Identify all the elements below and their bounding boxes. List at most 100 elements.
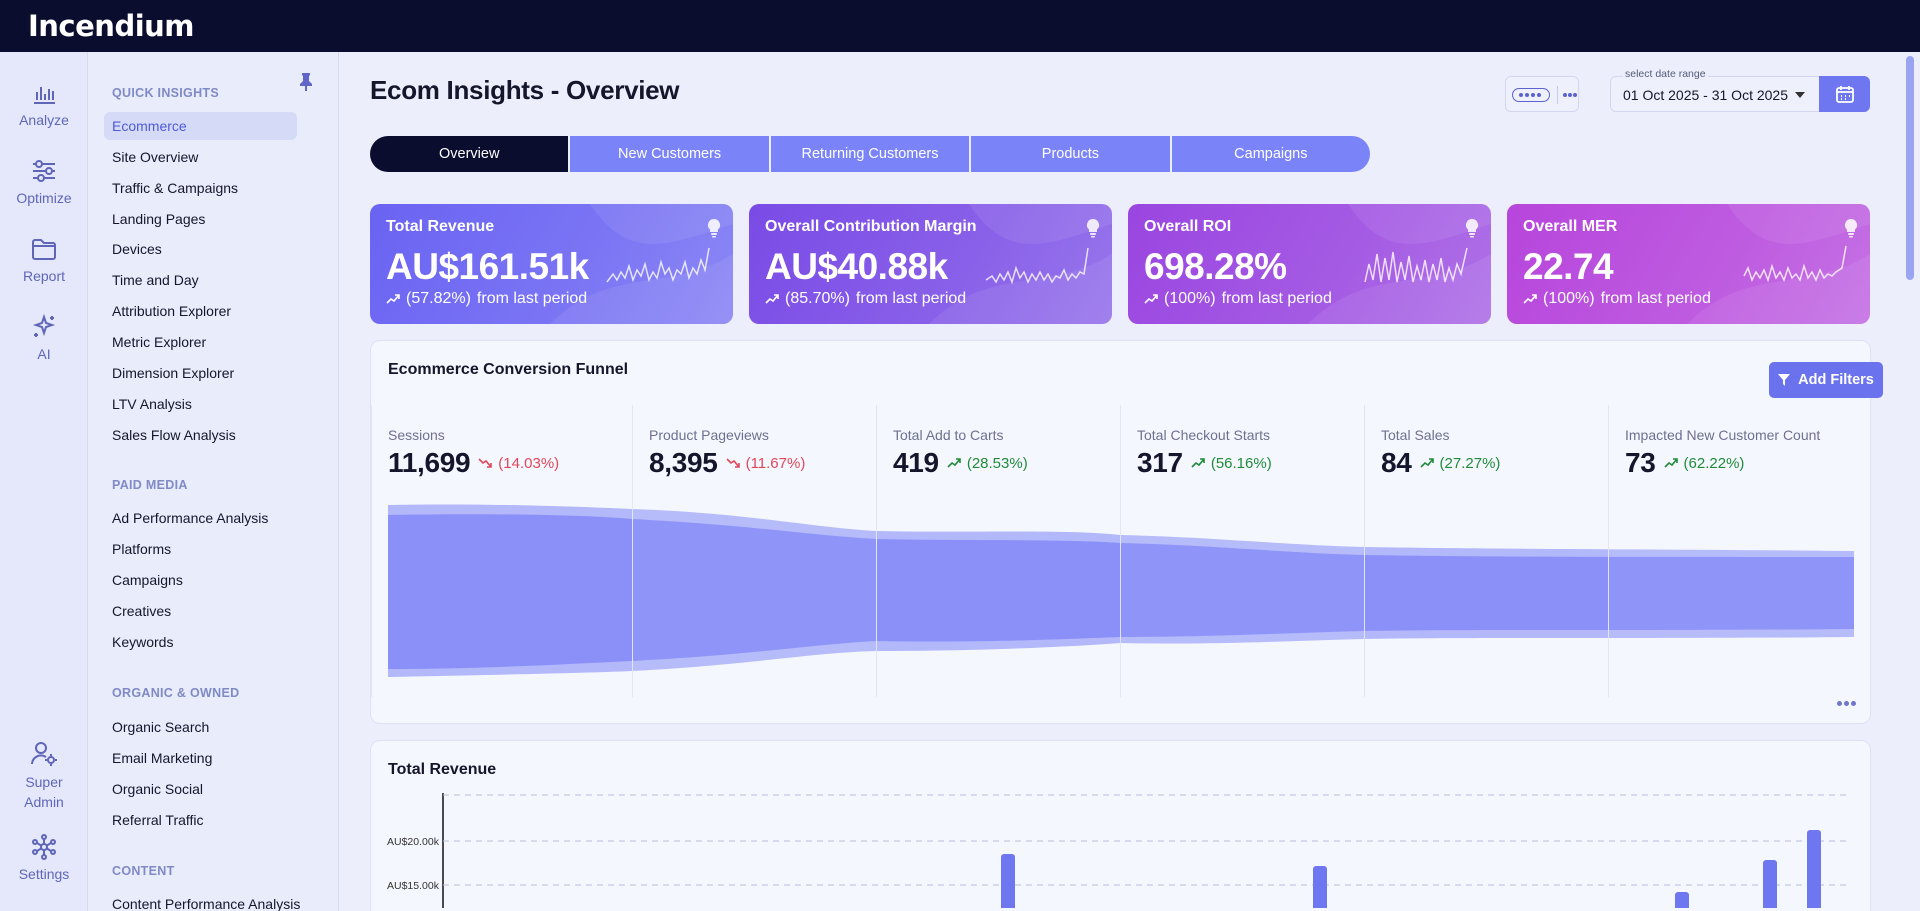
nav-item-sales-flow-analysis[interactable]: Sales Flow Analysis — [112, 427, 236, 443]
kpi-change-suffix: from last period — [476, 290, 588, 307]
kpi-change-suffix: from last period — [855, 290, 967, 307]
nav-item-ad-performance[interactable]: Ad Performance Analysis — [112, 510, 269, 526]
trend-up-icon — [1523, 294, 1537, 304]
lightbulb-icon[interactable] — [1844, 218, 1858, 238]
app-logo[interactable]: Incendium — [28, 9, 195, 43]
pill-icon[interactable] — [1512, 88, 1550, 102]
kpi-title: Overall MER — [1523, 218, 1618, 235]
rail-analyze[interactable]: Analyze — [0, 78, 88, 128]
step-value: 73 — [1625, 447, 1656, 478]
kpi-value: 22.74 — [1523, 246, 1614, 287]
step-label: Total Sales — [1381, 427, 1450, 443]
date-range-value: 01 Oct 2025 - 31 Oct 2025 — [1623, 87, 1788, 103]
calendar-icon — [1835, 86, 1854, 103]
nav-item-site-overview[interactable]: Site Overview — [112, 149, 199, 165]
nav-item-time-and-day[interactable]: Time and Day — [112, 272, 199, 288]
nav-section-title: CONTENT — [112, 864, 175, 878]
rail-settings[interactable]: Settings — [0, 832, 88, 882]
kpi-change-value: (100%) — [1543, 290, 1595, 307]
kpi-overall-roi[interactable]: Overall ROI 698.28% (100%) from last peri… — [1128, 204, 1491, 324]
kpi-contribution-margin[interactable]: Overall Contribution Margin AU$40.88k (8… — [749, 204, 1112, 324]
background-wave — [1687, 204, 1870, 324]
background-wave — [1308, 204, 1491, 324]
kpi-title: Total Revenue — [386, 218, 495, 235]
revenue-bar[interactable] — [1313, 866, 1327, 908]
tab-returning-customers[interactable]: Returning Customers — [770, 136, 970, 172]
funnel-title: Ecommerce Conversion Funnel — [388, 361, 629, 378]
step-label: Total Add to Carts — [893, 427, 1004, 443]
step-metric: 8,395 (11.67%) — [649, 447, 805, 479]
trend-up-icon — [1419, 458, 1434, 468]
nav-item-email-marketing[interactable]: Email Marketing — [112, 750, 213, 766]
step-change-value: (14.03%) — [498, 454, 560, 472]
step-value: 317 — [1137, 447, 1183, 478]
kpi-change-value: (57.82%) — [406, 290, 471, 307]
funnel-step-add-to-carts: Total Add to Carts 419 (28.53%) — [876, 405, 1120, 697]
revenue-bar[interactable] — [1763, 860, 1777, 908]
tab-new-customers[interactable]: New Customers — [570, 136, 769, 172]
nav-item-attribution-explorer[interactable]: Attribution Explorer — [112, 303, 232, 319]
kpi-change: (57.82%) from last period — [386, 290, 587, 308]
more-icon[interactable] — [1563, 93, 1577, 97]
nav-item-creatives[interactable]: Creatives — [112, 603, 172, 619]
chevron-down-icon — [1795, 92, 1805, 98]
nav-item-devices[interactable]: Devices — [112, 241, 162, 257]
nav-item-ecommerce[interactable]: Ecommerce — [104, 112, 297, 140]
trend-down-icon — [726, 458, 740, 468]
kpi-overall-mer[interactable]: Overall MER 22.74 (100%) from last period — [1507, 204, 1870, 324]
sparkles-icon — [32, 313, 56, 337]
scrollbar-track[interactable] — [1901, 52, 1920, 911]
nav-item-content-performance[interactable]: Content Performance Analysis — [112, 896, 301, 911]
trend-down-icon — [478, 458, 493, 468]
revenue-bar[interactable] — [1807, 830, 1821, 908]
step-change: (56.16%) — [1191, 455, 1272, 472]
nav-item-organic-social[interactable]: Organic Social — [112, 781, 204, 797]
nav-item-platforms[interactable]: Platforms — [112, 541, 172, 557]
calendar-button[interactable] — [1819, 76, 1870, 112]
rail-label: Report — [22, 268, 66, 284]
lightbulb-icon[interactable] — [707, 218, 721, 238]
kpi-title: Overall Contribution Margin — [765, 218, 977, 235]
rail-report[interactable]: Report — [0, 234, 88, 284]
kpi-total-revenue[interactable]: Total Revenue AU$161.51k (57.82%) from la… — [370, 204, 733, 324]
lightbulb-icon[interactable] — [1465, 218, 1479, 238]
sparkline — [985, 247, 1089, 285]
revenue-bar[interactable] — [1001, 854, 1015, 908]
rail-label: Analyze — [19, 112, 69, 128]
nav-item-dimension-explorer[interactable]: Dimension Explorer — [112, 365, 235, 381]
background-wave — [929, 204, 1112, 324]
view-toggle[interactable] — [1505, 76, 1579, 112]
nav-item-campaigns[interactable]: Campaigns — [112, 572, 183, 588]
kpi-title: Overall ROI — [1144, 218, 1232, 235]
nav-item-traffic-campaigns[interactable]: Traffic & Campaigns — [112, 180, 239, 196]
revenue-bar[interactable] — [1675, 892, 1689, 908]
date-range-select[interactable]: 01 Oct 2025 - 31 Oct 2025 — [1610, 76, 1820, 112]
rail-ai[interactable]: AI — [0, 312, 88, 362]
nav-item-organic-search[interactable]: Organic Search — [112, 719, 210, 735]
nav-item-referral-traffic[interactable]: Referral Traffic — [112, 812, 204, 828]
step-value: 419 — [893, 447, 939, 478]
add-filters-button[interactable]: Add Filters — [1769, 362, 1883, 398]
tab-products[interactable]: Products — [971, 136, 1170, 172]
trend-up-icon — [1144, 294, 1158, 304]
revenue-card: Total Revenue AU$20.00k AU$15.00k — [370, 740, 1871, 911]
lightbulb-icon[interactable] — [1086, 218, 1100, 238]
rail-super-admin[interactable]: Super Admin — [0, 738, 88, 812]
pin-icon[interactable] — [298, 72, 314, 92]
more-icon[interactable] — [1837, 701, 1859, 707]
nav-item-keywords[interactable]: Keywords — [112, 634, 174, 650]
kpi-value: AU$40.88k — [765, 246, 948, 287]
funnel-chart — [388, 501, 1854, 689]
sparkline — [1743, 245, 1847, 283]
kpi-change-value: (100%) — [1164, 290, 1216, 307]
nav-item-metric-explorer[interactable]: Metric Explorer — [112, 334, 207, 350]
tab-campaigns[interactable]: Campaigns — [1171, 136, 1371, 172]
tab-overview[interactable]: Overview — [370, 136, 569, 172]
step-label: Sessions — [388, 427, 445, 443]
nav-item-ltv-analysis[interactable]: LTV Analysis — [112, 396, 192, 412]
step-metric: 419 (28.53%) — [893, 447, 1028, 479]
nav-item-landing-pages[interactable]: Landing Pages — [112, 211, 206, 227]
rail-optimize[interactable]: Optimize — [0, 156, 88, 206]
scrollbar-thumb[interactable] — [1906, 56, 1914, 280]
background-wave — [550, 204, 733, 324]
